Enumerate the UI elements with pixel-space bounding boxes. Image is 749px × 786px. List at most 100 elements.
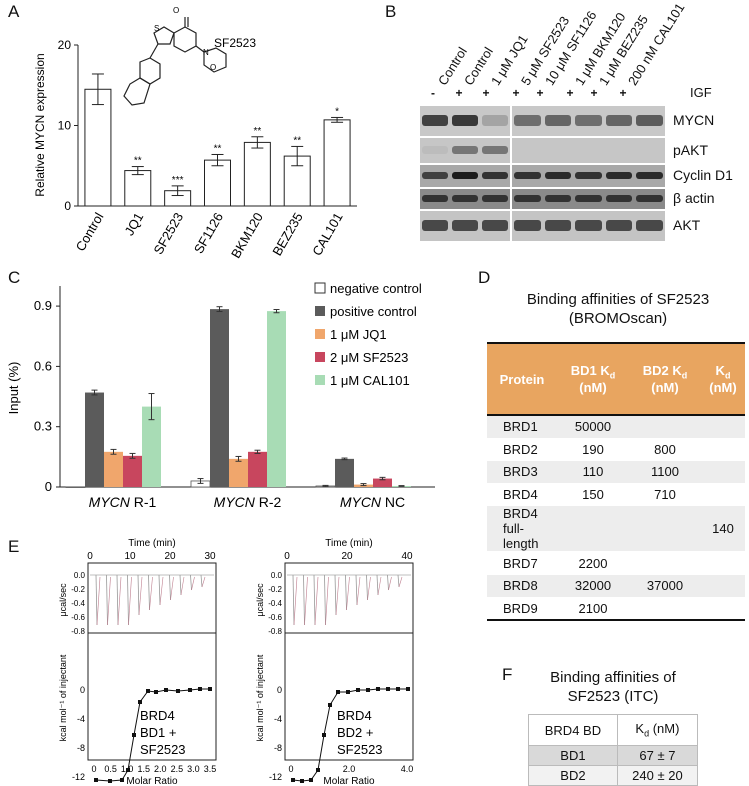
itc-header-kd: Kd (nM) (616, 714, 699, 746)
itc-data-point (198, 687, 202, 691)
itc-spike (292, 574, 295, 626)
blot-band (452, 115, 478, 126)
itc-data-point (138, 700, 142, 704)
itc-spike-return (107, 576, 111, 626)
panel-a-ytick-label: 0 (64, 199, 71, 213)
itc-spike (116, 574, 119, 626)
itc-header-bd: BRD4 BD (528, 714, 618, 746)
itc-top-ytick: -0.4 (71, 599, 85, 608)
panel-e-itc: Time (min) 0 10 20 30 0.0 -0.2 -0.4 -0.6 -0.8 0 -4 -… (58, 538, 414, 785)
itc-spike (324, 574, 326, 626)
itc-row-label: BD1 (528, 745, 618, 766)
panel-a-xtick-label: BKM120 (228, 210, 266, 261)
blot-band (422, 171, 448, 180)
panel-c-bar (104, 451, 123, 487)
itc-spike (366, 574, 368, 601)
table-row: BRD9 2100 (487, 597, 745, 622)
itc-spike-return (377, 576, 382, 596)
itc-spike-return (128, 576, 132, 626)
blot-strip (512, 165, 665, 187)
itc-data-point (94, 778, 98, 782)
itc-sample-label: BRD4 (337, 708, 372, 723)
panel-c-bar (229, 458, 248, 487)
itc-bottom-frame (87, 632, 217, 761)
table-cell (629, 505, 701, 553)
itc-bottom-ytick: -8 (77, 743, 85, 753)
panel-a-ytick-label: 20 (58, 38, 72, 52)
blot-strip (420, 138, 510, 163)
itc-spike (190, 574, 192, 591)
blot-band (575, 195, 602, 202)
blot-band (422, 145, 448, 155)
itc-data-point (386, 687, 390, 691)
itc-spike-return (346, 576, 350, 611)
itc-spike-return (388, 576, 392, 591)
panel-a-xtick-label: BEZ235 (269, 210, 305, 258)
blot-label: AKT (673, 217, 701, 233)
blot-band (422, 195, 448, 202)
table-row: BRD3 110 1100 (487, 460, 745, 484)
blot-band (452, 171, 478, 180)
table-cell: 37000 (629, 574, 701, 598)
itc-spike-return (367, 576, 371, 601)
table-cell (629, 551, 701, 575)
panel-a-significance: ** (134, 156, 142, 167)
panel-f: Binding affinities of SF2523 (ITC) BRD4 … (508, 668, 718, 786)
itc-time-tick: 10 (124, 551, 136, 562)
itc-molar-tick: 2.0 (343, 764, 356, 774)
legend-swatch (315, 329, 325, 339)
itc-top-ytick: -0.2 (71, 585, 85, 594)
panel-a-significance: * (335, 106, 339, 117)
itc-data-point (291, 778, 295, 782)
table-cell: 140 (701, 505, 745, 553)
blot-band (575, 171, 602, 180)
table-cell: 2200 (557, 551, 629, 575)
blot-band (636, 171, 663, 180)
table-row: BRD8 32000 37000 (487, 574, 745, 598)
bromoscan-table: Protein BD1 Kd (nM) BD2 Kd (nM) Kd (nM) BRD… (487, 342, 745, 622)
blot-band (636, 195, 663, 202)
blot-strip (512, 106, 665, 136)
panel-a-bar (124, 170, 152, 207)
itc-top-ytick: -0.8 (71, 627, 85, 636)
panel-label-d: D (478, 268, 491, 287)
itc-sample-label: BD2 + (337, 725, 374, 740)
itc-data-point (146, 689, 150, 693)
itc-top-ytick: -0.8 (268, 627, 282, 636)
itc-data-point (322, 733, 326, 737)
blot-strip (420, 211, 510, 241)
panel-label-f: F (502, 665, 513, 684)
itc-ylabel-bottom: kcal mol⁻¹ of injectant (255, 654, 265, 741)
itc-data-point (208, 687, 212, 691)
table-cell: 190 (557, 438, 629, 462)
itc-sample-label: BRD4 (140, 708, 175, 723)
itc-data-point (300, 779, 304, 783)
itc-ylabel-top: μcal/sec (58, 583, 68, 617)
blot-label: Cyclin D1 (673, 167, 733, 183)
table-cell (629, 597, 701, 622)
itc-spike-return (356, 576, 361, 606)
igf-sign: + (482, 86, 490, 100)
header-bd2-kd: BD2 Kd (nM) (629, 342, 701, 416)
blot-band (482, 171, 508, 180)
itc-spike (137, 574, 140, 616)
table-cell: 32000 (557, 574, 629, 598)
table-row: BRD1 50000 (487, 415, 745, 439)
panel-c-bar (123, 455, 142, 487)
blot-band (452, 195, 478, 202)
panel-c-bar (248, 451, 267, 487)
table-cell (701, 460, 745, 484)
legend-swatch (314, 282, 326, 294)
itc-spike (355, 574, 358, 606)
legend-label: 2 μM SF2523 (330, 350, 408, 365)
itc-bottom-ytick: 0 (277, 685, 282, 695)
table-cell (629, 415, 701, 439)
panel-c-bar (373, 478, 392, 487)
blot-band (452, 220, 478, 231)
panel-label-b: B (385, 2, 397, 21)
igf-label: IGF (690, 85, 712, 100)
igf-sign: + (455, 86, 463, 100)
panel-c-bar (85, 392, 104, 487)
itc-sample-label: SF2523 (140, 742, 186, 757)
itc-data-point (336, 690, 340, 694)
